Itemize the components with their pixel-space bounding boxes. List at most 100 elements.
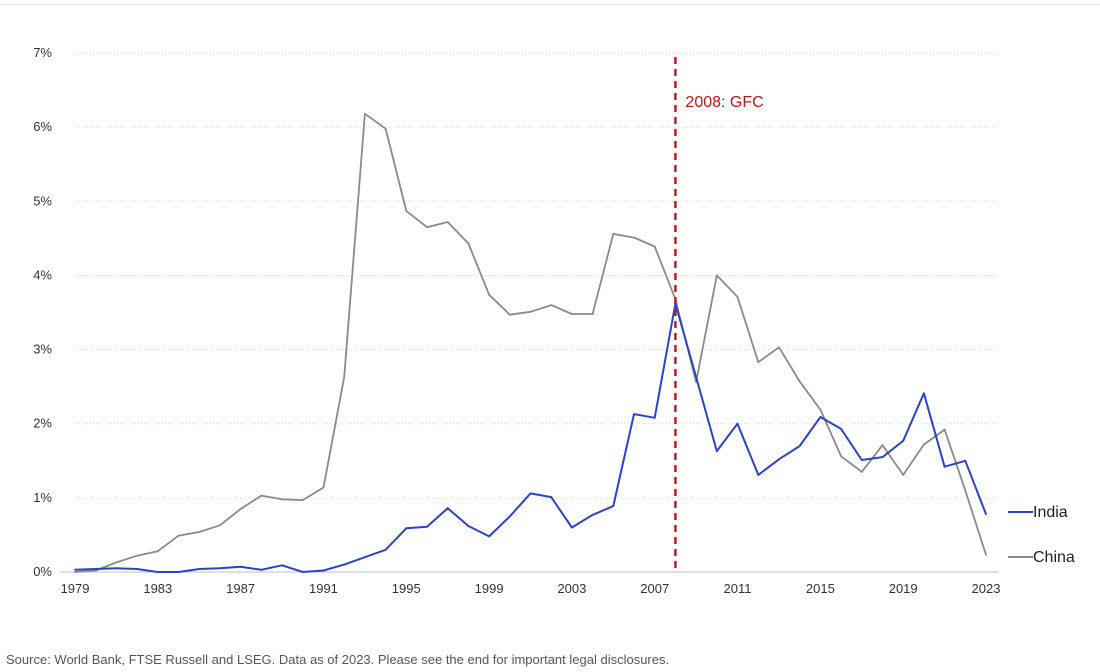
x-tick-label: 1991 [309, 581, 338, 596]
data-point-india [322, 569, 325, 572]
legend-label-china: China [1033, 549, 1075, 566]
data-point-china [633, 236, 635, 239]
x-tick-label: 1983 [143, 581, 172, 596]
data-point-india [819, 416, 822, 418]
data-point-india [74, 568, 76, 571]
data-point-china [923, 443, 925, 446]
data-point-china [881, 444, 884, 447]
data-point-china [156, 550, 159, 553]
data-point-china [384, 127, 387, 130]
data-point-china [260, 494, 263, 497]
data-point-china [446, 221, 449, 223]
data-point-china [467, 242, 470, 245]
x-tick-label: 2011 [724, 581, 752, 596]
y-tick-label: 1% [33, 490, 52, 505]
y-tick-label: 2% [33, 416, 52, 431]
data-point-india [426, 525, 428, 528]
x-tick-label: 1979 [61, 581, 90, 596]
data-point-india [384, 548, 387, 551]
data-point-india [881, 456, 884, 458]
data-point-india [198, 568, 201, 570]
data-point-china [343, 376, 346, 378]
data-point-china [219, 524, 221, 527]
data-point-india [281, 564, 283, 567]
data-point-india [156, 571, 159, 573]
data-point-china [964, 489, 967, 492]
data-point-china [902, 474, 905, 476]
data-point-china [571, 313, 573, 315]
data-point-china [612, 233, 615, 235]
data-point-india [778, 458, 780, 461]
data-point-india [591, 514, 594, 516]
data-point-india [488, 535, 490, 538]
data-point-india [798, 445, 801, 447]
series-line-india [74, 302, 987, 573]
data-point-china [94, 569, 97, 572]
data-point-india [136, 568, 139, 570]
data-point-india [612, 505, 615, 507]
data-point-china [819, 408, 822, 411]
data-point-china [115, 561, 118, 564]
data-point-india [653, 416, 656, 419]
y-tick-label: 5% [33, 193, 52, 208]
legend-label-india: India [1033, 504, 1068, 521]
data-point-china [364, 112, 366, 115]
data-point-india [529, 492, 532, 495]
data-point-china [736, 296, 739, 298]
top-divider [0, 4, 1100, 5]
x-tick-label: 2015 [806, 581, 835, 596]
data-point-india [571, 526, 573, 529]
data-point-china [198, 531, 201, 533]
data-point-india [715, 450, 718, 452]
data-point-china [757, 361, 760, 364]
data-point-india [467, 525, 470, 527]
x-tick-label: 1987 [226, 581, 255, 596]
data-point-india [343, 563, 346, 566]
data-point-india [239, 565, 242, 568]
data-point-india [550, 496, 553, 498]
data-point-china [860, 471, 863, 473]
x-tick-label: 1999 [475, 581, 504, 596]
data-point-china [239, 508, 242, 510]
data-point-china [798, 380, 801, 383]
data-point-india [508, 515, 511, 518]
data-point-china [508, 313, 511, 316]
data-point-india [964, 459, 967, 462]
data-point-china [177, 534, 180, 537]
gfc-annotation-label: 2008: GFC [685, 94, 763, 111]
data-point-china [591, 313, 594, 315]
data-point-india [757, 474, 760, 476]
data-point-india [219, 567, 221, 570]
x-tick-label: 2007 [640, 581, 669, 596]
y-tick-label: 4% [33, 267, 52, 282]
source-note: Source: World Bank, FTSE Russell and LSE… [6, 652, 670, 667]
x-tick-label: 2023 [972, 581, 1001, 596]
y-tick-label: 3% [33, 342, 52, 357]
data-point-china [281, 498, 283, 501]
data-point-china [529, 310, 532, 313]
x-tick-label: 1995 [392, 581, 421, 596]
data-point-india [736, 422, 739, 425]
data-point-china [136, 554, 139, 557]
line-chart: 0% 1% 2% 3% 4% 5% 6% 7% 1979 1983 1987 1991 1995 1999… [33, 45, 1075, 596]
data-point-china [840, 455, 842, 458]
data-point-india [446, 507, 449, 510]
data-point-india [94, 568, 97, 570]
data-point-china [405, 210, 408, 212]
data-point-china [985, 554, 987, 556]
data-point-india [405, 527, 408, 530]
data-point-india [860, 459, 863, 461]
data-point-china [653, 245, 656, 248]
y-tick-label: 7% [33, 45, 52, 60]
data-point-india [943, 465, 946, 468]
data-point-china [943, 428, 946, 431]
data-point-india [985, 513, 987, 516]
series-line-china [74, 112, 987, 573]
data-point-india [260, 568, 263, 571]
data-point-india [923, 392, 925, 395]
data-point-india [633, 413, 635, 415]
data-point-india [115, 567, 118, 570]
x-tick-label: 2003 [557, 581, 586, 596]
y-tick-label: 6% [33, 119, 52, 134]
data-point-india [695, 376, 697, 378]
